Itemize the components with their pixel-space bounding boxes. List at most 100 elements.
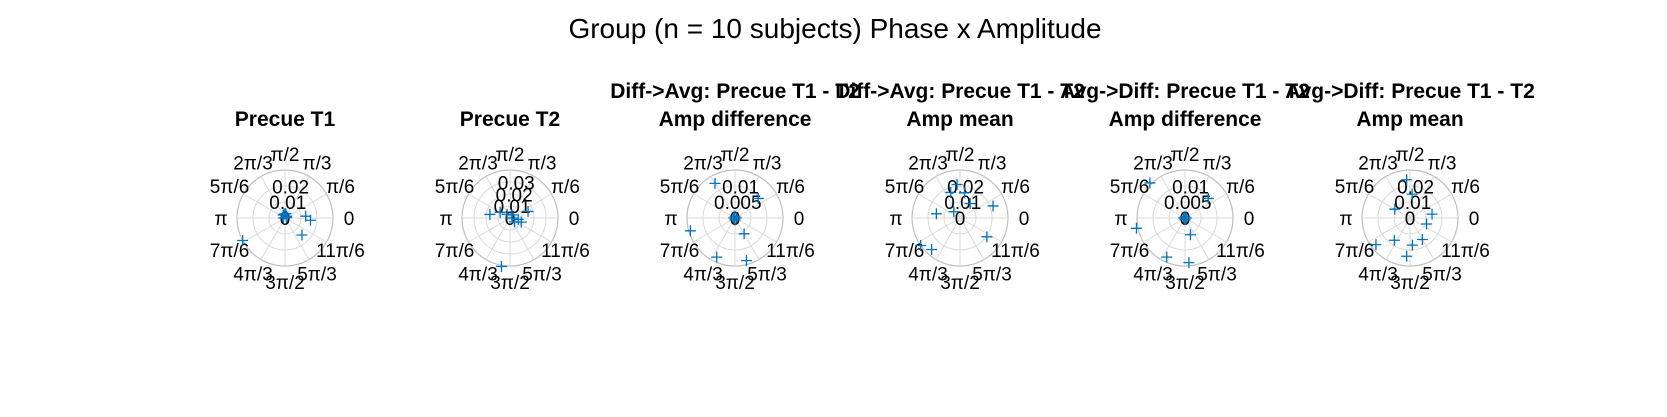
theta-tick-label: 4π/3 (233, 264, 273, 285)
data-point-marker (915, 240, 927, 252)
theta-grid-line (485, 176, 511, 219)
theta-tick-label: π (664, 209, 677, 230)
data-point-marker (1401, 250, 1413, 262)
theta-grid-line (935, 176, 961, 219)
theta-tick-label: 2π/3 (458, 154, 498, 175)
theta-grid-line (509, 193, 552, 219)
theta-tick-label: 5π/3 (522, 264, 562, 285)
data-point-marker (740, 255, 752, 267)
data-point-marker (926, 244, 938, 256)
data-point-marker (1370, 239, 1382, 251)
theta-grid-line (260, 176, 286, 219)
theta-tick-label: 3π/2 (940, 273, 980, 294)
theta-tick-label: 3π/2 (715, 273, 755, 294)
theta-tick-label: π (439, 209, 452, 230)
data-point-marker (1161, 251, 1173, 263)
plot-title-line-2: Amp difference (1109, 108, 1262, 131)
theta-grid-line (284, 217, 310, 260)
data-point-marker (495, 260, 507, 272)
r-tick-label: 0.02 (947, 177, 984, 198)
data-point-marker (1416, 233, 1428, 245)
theta-grid-line (1385, 176, 1411, 219)
theta-tick-label: 4π/3 (458, 264, 498, 285)
theta-grid-line (509, 176, 535, 219)
theta-tick-label: π (1114, 209, 1127, 230)
theta-tick-label: 5π/6 (1335, 177, 1375, 198)
theta-tick-label: 5π/3 (1422, 264, 1462, 285)
plot-title-line-1: Avg->Diff: Precue T1 - T2 (1060, 80, 1310, 103)
theta-tick-label: 3π/2 (1390, 273, 1430, 294)
theta-grid-line (243, 193, 286, 219)
plot-title-line-2: Amp difference (659, 108, 812, 131)
data-point-marker (752, 192, 764, 204)
theta-tick-label: 2π/3 (1358, 154, 1398, 175)
theta-grid-line (485, 217, 511, 260)
theta-tick-label: 4π/3 (683, 264, 723, 285)
theta-tick-label: π/2 (721, 145, 750, 166)
theta-grid-line (935, 217, 961, 260)
theta-tick-label: 11π/6 (1216, 241, 1265, 262)
data-point-marker (1202, 192, 1214, 204)
theta-tick-label: π (1339, 209, 1352, 230)
theta-tick-label: π (214, 209, 227, 230)
r-tick-label: 0.005 (714, 193, 762, 214)
data-point-marker (964, 198, 976, 210)
theta-tick-label: π/2 (1171, 145, 1200, 166)
data-point-marker (1184, 229, 1196, 241)
data-point-marker (684, 225, 696, 237)
theta-tick-label: π/6 (326, 177, 355, 198)
theta-grid-line (1385, 217, 1411, 260)
plot-title-line-1: Avg->Diff: Precue T1 - T2 (1285, 80, 1535, 103)
theta-grid-line (1409, 193, 1452, 219)
theta-tick-label: 2π/3 (1133, 154, 1173, 175)
data-point-marker (948, 206, 960, 218)
theta-tick-label: π/2 (271, 145, 300, 166)
data-point-marker (296, 229, 308, 241)
r-tick-label: 0.02 (1397, 177, 1434, 198)
theta-tick-label: 5π/6 (1110, 177, 1150, 198)
data-point-marker (506, 212, 518, 224)
data-point-marker (494, 206, 506, 218)
figure-title: Group (n = 10 subjects) Phase x Amplitud… (568, 13, 1101, 44)
theta-grid-line (918, 193, 961, 219)
theta-tick-label: 5π/6 (885, 177, 925, 198)
theta-grid-line (1368, 217, 1411, 243)
data-point-marker (1389, 203, 1401, 215)
theta-tick-label: 5π/3 (1197, 264, 1237, 285)
plot-title-line-2: Precue T2 (460, 108, 560, 131)
theta-tick-label: π/3 (1203, 154, 1232, 175)
r-tick-label: 0.02 (272, 177, 309, 198)
data-point-marker (987, 200, 999, 212)
data-point-marker (1179, 214, 1191, 226)
polar-subplots: Precue T10π/6π/3π/22π/35π/6π7π/64π/33π/2… (210, 80, 1535, 294)
polar-plot-1: Precue T1 0 π/6π/3π/22π/35π/6 π 7π/64π/33π/2… (210, 108, 365, 294)
data-point-marker (484, 208, 496, 220)
data-point-marker (738, 228, 750, 240)
r-tick-label: 0 (280, 209, 291, 230)
data-point-marker (1406, 188, 1418, 200)
theta-tick-label: 2π/3 (233, 154, 273, 175)
theta-tick-label: π/6 (776, 177, 805, 198)
theta-tick-label: π/6 (551, 177, 580, 198)
r-tick-label: 0.02 (496, 185, 533, 206)
theta-grid-line (959, 176, 985, 219)
r-tick-label: 0 (505, 209, 516, 230)
theta-grid-line (284, 217, 327, 243)
data-point-marker (958, 187, 970, 199)
data-point-marker (1388, 234, 1400, 246)
theta-grid-line (959, 217, 1002, 243)
r-tick-label: 0.005 (1164, 193, 1212, 214)
theta-tick-label: 0 (794, 209, 805, 230)
theta-tick-label: 4π/3 (1133, 264, 1173, 285)
data-point-marker (731, 212, 743, 224)
theta-tick-label: π/3 (528, 154, 557, 175)
theta-tick-label: 11π/6 (1441, 241, 1490, 262)
data-point-marker (1421, 218, 1433, 230)
data-point-marker (711, 251, 723, 263)
theta-tick-label: 7π/6 (1335, 241, 1375, 262)
theta-grid-line (1143, 217, 1186, 243)
theta-tick-label: π/2 (946, 145, 975, 166)
data-point-marker (709, 177, 721, 189)
data-point-marker (1144, 177, 1156, 189)
